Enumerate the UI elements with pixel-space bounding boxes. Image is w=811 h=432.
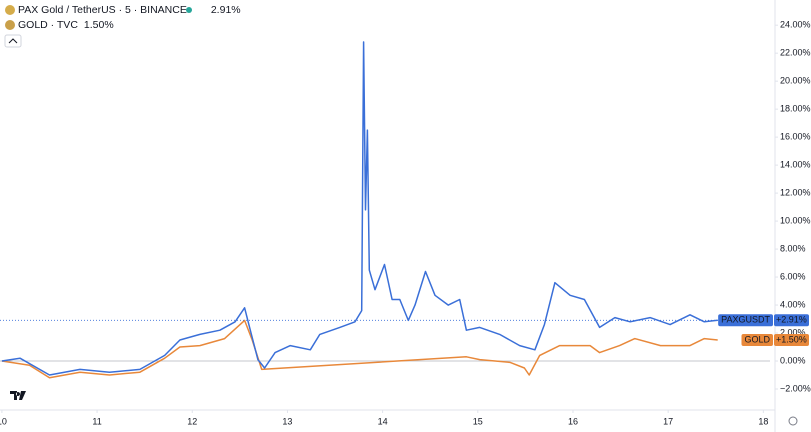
x-tick-label: 13 (282, 416, 292, 426)
gold-icon (5, 20, 15, 30)
status-dot (186, 7, 192, 13)
y-tick-label: 0.00% (780, 355, 806, 365)
series-line (1, 319, 718, 379)
x-tick-label: 16 (568, 416, 578, 426)
legend-value: 2.91% (211, 4, 241, 16)
legend-icons (4, 5, 192, 48)
tag-value-bg (774, 334, 809, 347)
y-tick-label: 2.00% (780, 327, 806, 337)
y-tick-label: 20.00% (780, 76, 811, 86)
y-tick-label: 10.00% (780, 215, 811, 225)
legend-title: GOLD · TVC (18, 19, 78, 31)
legend-value: 1.50% (84, 19, 114, 31)
y-tick-label: 22.00% (780, 48, 811, 58)
tag-value: +1.50% (776, 334, 807, 344)
tag-name-bg (741, 334, 773, 347)
y-tick-label: 24.00% (780, 20, 811, 30)
collapse-arrow (8, 38, 18, 44)
paxg-icon (5, 5, 15, 15)
y-tick-label: 14.00% (780, 159, 811, 169)
y-tick-label: 12.00% (780, 187, 811, 197)
tag-name: GOLD (744, 334, 770, 344)
x-tick-label: 12 (187, 416, 197, 426)
tag-value: +2.91% (776, 315, 807, 325)
settings-icon[interactable] (788, 416, 798, 426)
x-tick-label: 17 (663, 416, 673, 426)
tag-value-bg (774, 314, 809, 327)
price-tag: PAXGUSDT +2.91% (718, 314, 809, 327)
collapse-button[interactable] (4, 34, 22, 48)
price-tag: GOLD +1.50% (741, 334, 809, 347)
x-tick-label: 11 (92, 416, 101, 426)
y-tick-label: 8.00% (780, 243, 806, 253)
legend-title: PAX Gold / TetherUS · 5 · BINANCE (18, 4, 187, 16)
y-tick-label: 4.00% (780, 299, 806, 309)
x-tick-label: 15 (473, 416, 483, 426)
y-tick-label: 18.00% (780, 104, 811, 114)
tag-name-bg (718, 314, 773, 327)
y-tick-label: −2.00% (780, 383, 811, 393)
y-tick-label: 16.00% (780, 132, 811, 142)
tag-name: PAXGUSDT (721, 315, 770, 325)
x-tick-label: 14 (378, 416, 388, 426)
tv-logo (5, 383, 31, 407)
series-line (1, 41, 718, 376)
logo-mark (10, 391, 26, 400)
y-tick-label: 6.00% (780, 271, 806, 281)
x-tick-label: 18 (758, 416, 768, 426)
x-tick-label: 10 (0, 416, 7, 426)
